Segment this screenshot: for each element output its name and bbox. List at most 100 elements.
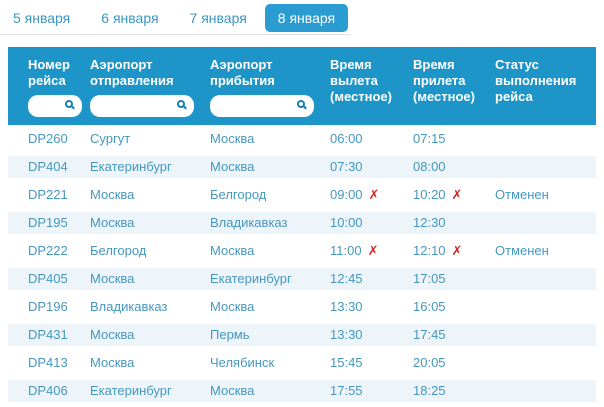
cell-departure-time: 12:45✗ bbox=[322, 265, 405, 293]
flights-table-body: DP260 Сургут Москва 06:00✗ 07:15✗ DP404 … bbox=[8, 125, 596, 405]
col-header-status: Статус выполнения рейса bbox=[487, 47, 596, 125]
table-row: DP406 Екатеринбург Москва 17:55✗ 18:25✗ bbox=[8, 377, 596, 405]
cell-arrival-airport: Белгород bbox=[202, 181, 322, 209]
cell-arrival-airport: Екатеринбург bbox=[202, 265, 322, 293]
cell-departure-time: 10:00✗ bbox=[322, 209, 405, 237]
cell-arrival-time: 18:25✗ bbox=[405, 377, 487, 405]
tab-date-jan5[interactable]: 5 января bbox=[13, 10, 71, 26]
flights-table-header: Номер рейса Аэропорт отправления Аэропор… bbox=[8, 47, 596, 125]
cancelled-x-icon: ✗ bbox=[368, 187, 380, 202]
cancelled-x-icon: ✗ bbox=[451, 243, 463, 258]
cell-flight-number: DP405 bbox=[8, 265, 82, 293]
cell-arrival-airport: Москва bbox=[202, 125, 322, 153]
col-header-arrival-time: Время прилета (местное) bbox=[405, 47, 487, 125]
cell-flight-number: DP221 bbox=[8, 181, 82, 209]
cell-arrival-time: 17:05✗ bbox=[405, 265, 487, 293]
cell-arrival-airport: Москва bbox=[202, 153, 322, 181]
table-row: DP431 Москва Пермь 13:30✗ 17:45✗ bbox=[8, 321, 596, 349]
tab-date-jan7[interactable]: 7 января bbox=[189, 10, 247, 26]
col-header-arrival-airport: Аэропорт прибытия bbox=[202, 47, 322, 125]
cell-flight-number: DP195 bbox=[8, 209, 82, 237]
cell-departure-airport: Сургут bbox=[82, 125, 202, 153]
col-header-departure-airport-label: Аэропорт отправления bbox=[90, 57, 174, 88]
cell-arrival-airport: Москва bbox=[202, 377, 322, 405]
table-row: DP413 Москва Челябинск 15:45✗ 20:05✗ bbox=[8, 349, 596, 377]
flights-table: Номер рейса Аэропорт отправления Аэропор… bbox=[8, 47, 596, 405]
cell-arrival-time: 16:05✗ bbox=[405, 293, 487, 321]
cell-arrival-time: 20:05✗ bbox=[405, 349, 487, 377]
cell-flight-status bbox=[487, 209, 596, 237]
cell-departure-airport: Москва bbox=[82, 349, 202, 377]
cell-flight-status bbox=[487, 265, 596, 293]
cell-flight-number: DP406 bbox=[8, 377, 82, 405]
cell-flight-status bbox=[487, 349, 596, 377]
cell-departure-airport: Белгород bbox=[82, 237, 202, 265]
cell-flight-number: DP196 bbox=[8, 293, 82, 321]
tab-date-jan8-active[interactable]: 8 января bbox=[264, 4, 349, 32]
cancelled-x-icon: ✗ bbox=[367, 243, 379, 258]
cell-flight-status bbox=[487, 321, 596, 349]
cell-departure-airport: Москва bbox=[82, 209, 202, 237]
cell-departure-time: 07:30✗ bbox=[322, 153, 405, 181]
cell-departure-airport: Москва bbox=[82, 265, 202, 293]
cell-flight-number: DP413 bbox=[8, 349, 82, 377]
cell-departure-time: 13:30✗ bbox=[322, 321, 405, 349]
cell-arrival-time: 12:10 ✗ bbox=[405, 237, 487, 265]
cell-arrival-airport: Москва bbox=[202, 237, 322, 265]
table-row: DP221 Москва Белгород 09:00 ✗ 10:20 ✗ Отме… bbox=[8, 181, 596, 209]
cell-flight-status bbox=[487, 125, 596, 153]
cell-arrival-time: 12:30✗ bbox=[405, 209, 487, 237]
cell-flight-number: DP222 bbox=[8, 237, 82, 265]
table-row: DP260 Сургут Москва 06:00✗ 07:15✗ bbox=[8, 125, 596, 153]
cell-arrival-time: 10:20 ✗ bbox=[405, 181, 487, 209]
cell-flight-number: DP260 bbox=[8, 125, 82, 153]
cell-departure-airport: Владикавказ bbox=[82, 293, 202, 321]
cell-departure-airport: Екатеринбург bbox=[82, 377, 202, 405]
cell-flight-status: Отменен bbox=[487, 237, 596, 265]
flight-number-filter bbox=[28, 95, 82, 117]
tab-date-jan6[interactable]: 6 января bbox=[101, 10, 159, 26]
cell-departure-time: 13:30✗ bbox=[322, 293, 405, 321]
cell-departure-time: 11:00 ✗ bbox=[322, 237, 405, 265]
cell-departure-time: 17:55✗ bbox=[322, 377, 405, 405]
table-row: DP404 Екатеринбург Москва 07:30✗ 08:00✗ bbox=[8, 153, 596, 181]
cell-arrival-time: 07:15✗ bbox=[405, 125, 487, 153]
cell-arrival-airport: Челябинск bbox=[202, 349, 322, 377]
cell-departure-airport: Екатеринбург bbox=[82, 153, 202, 181]
cell-departure-airport: Москва bbox=[82, 321, 202, 349]
search-icon bbox=[177, 100, 185, 108]
cell-flight-status: Отменен bbox=[487, 181, 596, 209]
search-icon bbox=[297, 100, 305, 108]
table-row: DP405 Москва Екатеринбург 12:45✗ 17:05✗ bbox=[8, 265, 596, 293]
arrival-airport-filter-input[interactable] bbox=[210, 95, 314, 117]
cell-departure-airport: Москва bbox=[82, 181, 202, 209]
cell-arrival-airport: Пермь bbox=[202, 321, 322, 349]
cell-flight-status bbox=[487, 377, 596, 405]
cell-departure-time: 09:00 ✗ bbox=[322, 181, 405, 209]
table-row: DP222 Белгород Москва 11:00 ✗ 12:10 ✗ Отме… bbox=[8, 237, 596, 265]
table-row: DP195 Москва Владикавказ 10:00✗ 12:30✗ bbox=[8, 209, 596, 237]
col-header-arrival-airport-label: Аэропорт прибытия bbox=[210, 57, 275, 88]
cell-departure-time: 06:00✗ bbox=[322, 125, 405, 153]
cell-arrival-time: 08:00✗ bbox=[405, 153, 487, 181]
col-header-departure-airport: Аэропорт отправления bbox=[82, 47, 202, 125]
cell-flight-number: DP431 bbox=[8, 321, 82, 349]
cell-flight-status bbox=[487, 153, 596, 181]
col-header-departure-time-label: Время вылета (местное) bbox=[330, 57, 392, 104]
cancelled-x-icon: ✗ bbox=[451, 187, 463, 202]
col-header-arrival-time-label: Время прилета (местное) bbox=[413, 57, 475, 104]
cell-arrival-airport: Москва bbox=[202, 293, 322, 321]
col-header-status-label: Статус выполнения рейса bbox=[495, 57, 577, 104]
departure-airport-filter-input[interactable] bbox=[90, 95, 194, 117]
cell-flight-status bbox=[487, 293, 596, 321]
arrival-airport-filter bbox=[210, 95, 314, 117]
cell-departure-time: 15:45✗ bbox=[322, 349, 405, 377]
cell-arrival-airport: Владикавказ bbox=[202, 209, 322, 237]
col-header-flight-number: Номер рейса bbox=[8, 47, 82, 125]
search-icon bbox=[65, 100, 73, 108]
departure-airport-filter bbox=[90, 95, 194, 117]
date-tabs: 5 января 6 января 7 января 8 января bbox=[0, 0, 350, 35]
table-row: DP196 Владикавказ Москва 13:30✗ 16:05✗ bbox=[8, 293, 596, 321]
col-header-departure-time: Время вылета (местное) bbox=[322, 47, 405, 125]
cell-flight-number: DP404 bbox=[8, 153, 82, 181]
